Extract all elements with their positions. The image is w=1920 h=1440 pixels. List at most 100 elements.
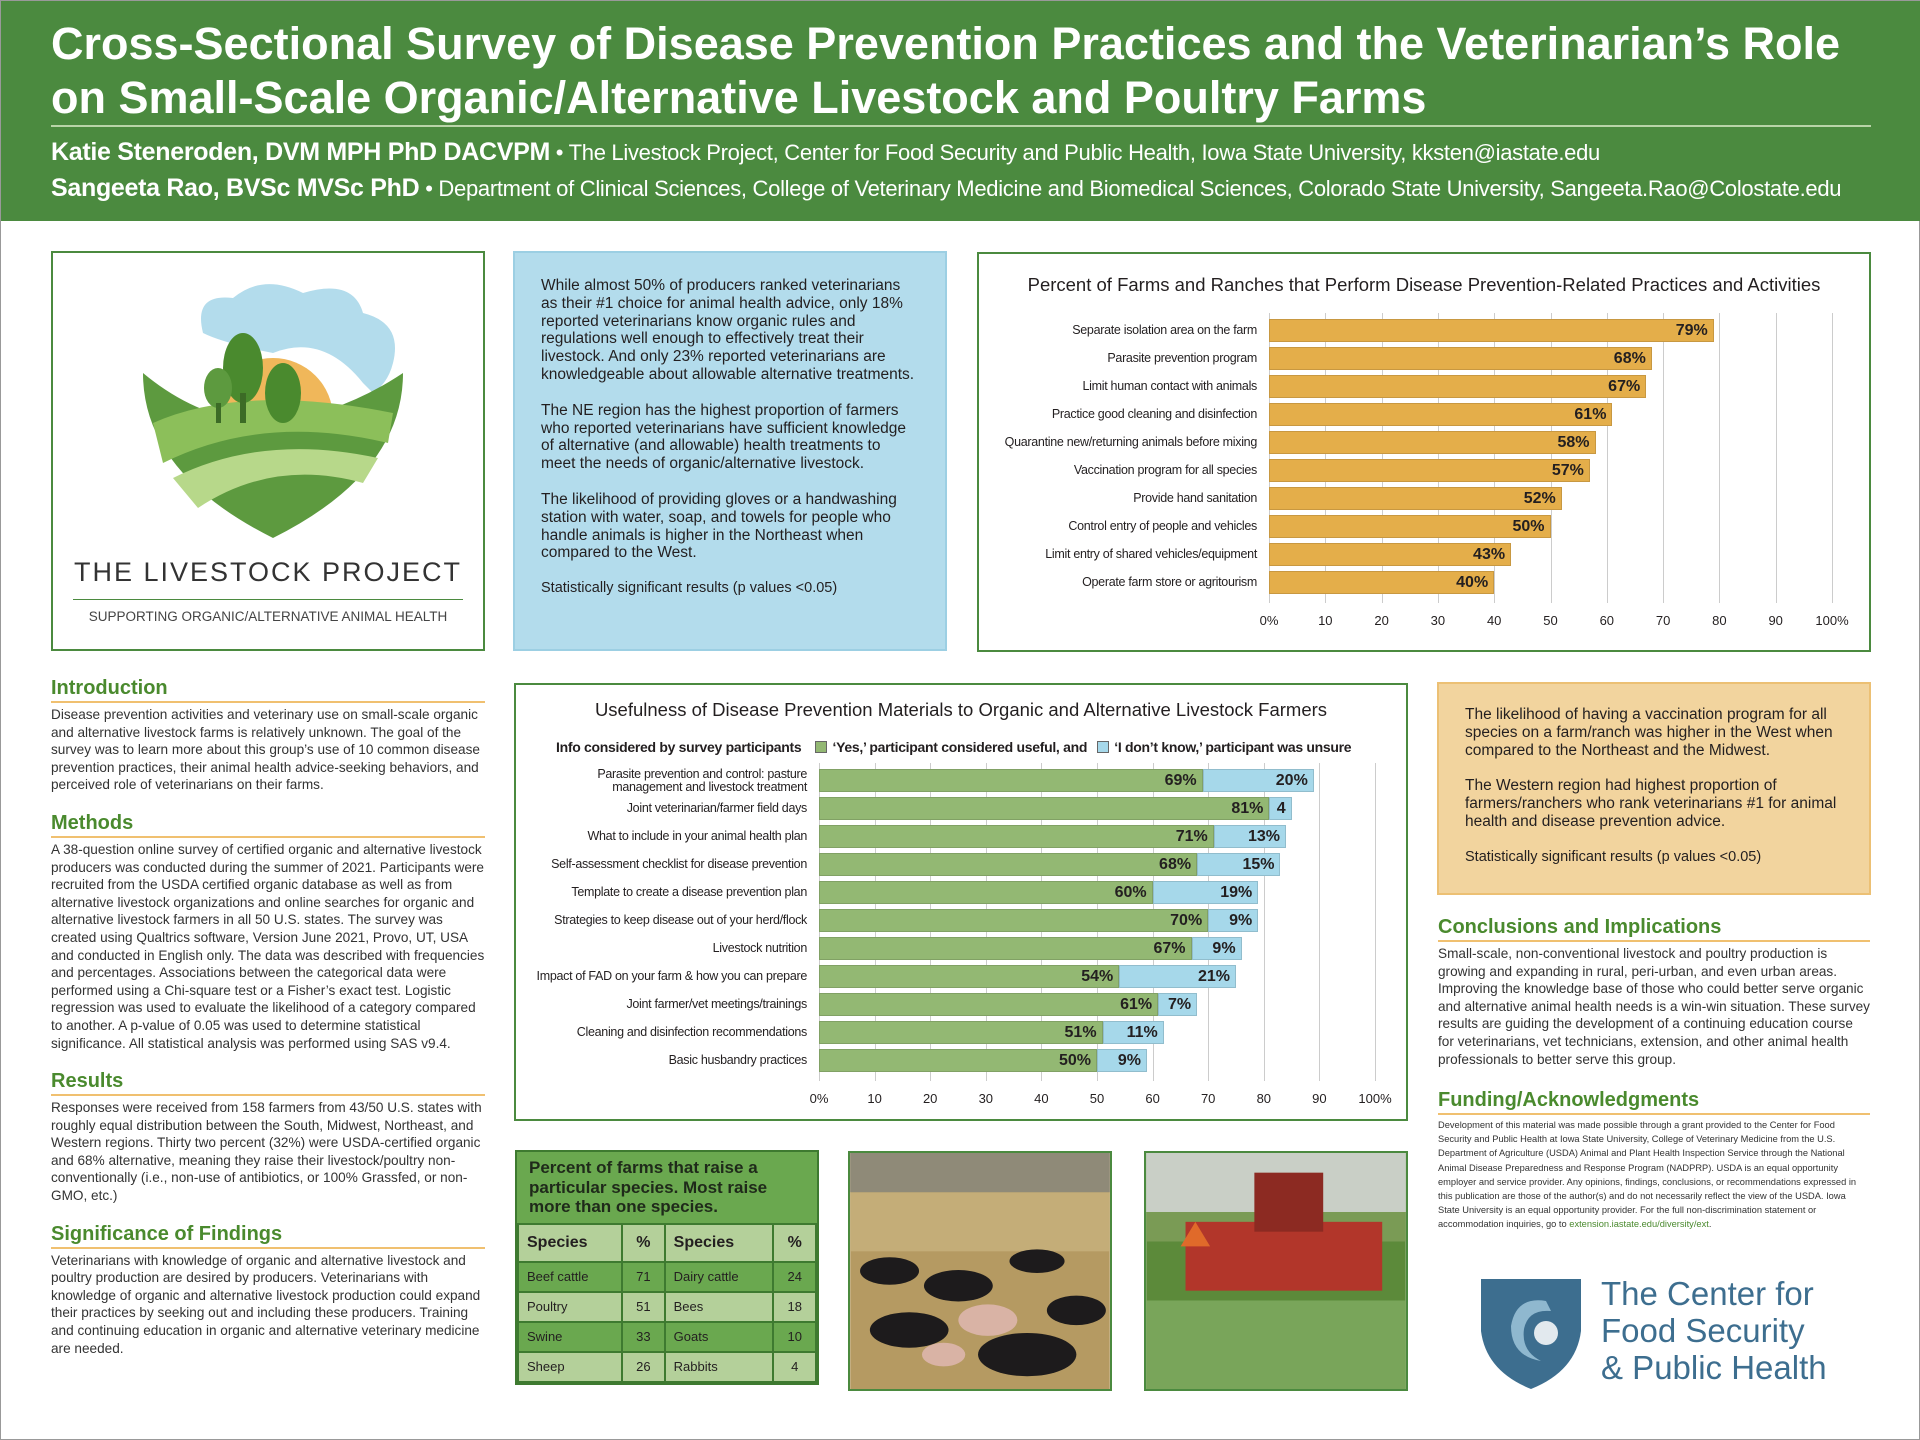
category-label: Separate isolation area on the farm (1072, 323, 1257, 337)
cfsph-logo-text: The Center for Food Security & Public He… (1601, 1275, 1827, 1386)
bar-value (1269, 487, 1562, 510)
bar-unsure (1119, 965, 1236, 988)
x-tick-label: 10 (867, 1091, 882, 1106)
percent-cell: 26 (621, 1350, 666, 1383)
bar-value (1269, 319, 1714, 342)
results-section: Results Responses were received from 158… (51, 1070, 485, 1205)
bar-value (1269, 403, 1613, 426)
callout-paragraph: While almost 50% of producers ranked vet… (541, 277, 915, 383)
conclusions-section: Conclusions and Implications Small-scale… (1438, 916, 1870, 1068)
table-row: Beef cattle 71 Dairy cattle 24 (516, 1260, 817, 1293)
category-label: Joint veterinarian/farmer field days (626, 801, 808, 815)
results-text: Responses were received from 158 farmers… (51, 1100, 482, 1204)
data-label: 68% (1613, 349, 1646, 367)
bar-value (819, 965, 1120, 988)
data-label: 70% (1170, 911, 1203, 929)
species-table: Percent of farms that raise a particular… (515, 1150, 819, 1385)
percent-cell: 24 (772, 1260, 817, 1293)
data-label: 4 (1276, 799, 1286, 817)
data-label: 57% (1551, 461, 1584, 479)
funding-text: Development of this material was made po… (1438, 1118, 1870, 1232)
table-row: Swine 33 Goats 10 (516, 1320, 817, 1353)
data-label: 67% (1608, 377, 1641, 395)
percent-cell: 10 (772, 1320, 817, 1353)
logo-tagline: SUPPORTING ORGANIC/ALTERNATIVE ANIMAL HE… (88, 609, 448, 624)
results-heading: Results (51, 1070, 485, 1097)
tractor-mower-photo (1144, 1151, 1408, 1391)
x-tick-label: 80 (1256, 1091, 1272, 1106)
data-label: 50% (1512, 517, 1545, 535)
legend-swatch-yes (814, 741, 827, 753)
data-label: 9% (1212, 939, 1236, 957)
x-tick-label: 10 (1318, 613, 1333, 628)
percent-cell: 51 (621, 1290, 666, 1323)
species-cell: Sheep (516, 1350, 624, 1383)
x-tick-label: 70 (1200, 1091, 1216, 1106)
significance-text: Veterinarians with knowledge of organic … (51, 1252, 481, 1356)
bar-unsure (1158, 993, 1198, 1016)
gridline (1719, 313, 1721, 603)
data-label: 40% (1456, 573, 1489, 591)
category-label: Basic husbandry practices (668, 1053, 808, 1067)
author-2: Sangeeta Rao, BVSc MVSc PhD • Department… (51, 174, 1841, 203)
species-cell: Beef cattle (516, 1260, 624, 1293)
bar-unsure (1269, 797, 1292, 820)
author-1-affiliation: • The Livestock Project, Center for Food… (555, 140, 1600, 165)
poster-header: Cross-Sectional Survey of Disease Preven… (1, 1, 1920, 221)
gridline (1550, 313, 1552, 603)
data-label: 68% (1159, 855, 1192, 873)
category-label: Parasite prevention program (1107, 351, 1257, 365)
callout-paragraph: The likelihood of providing gloves or a … (541, 490, 897, 562)
bar-value (1269, 347, 1652, 370)
percent-cell: 4 (772, 1350, 817, 1383)
data-label: 58% (1557, 433, 1590, 451)
diversity-link[interactable]: extension.iastate.edu/diversity/ext (1569, 1219, 1709, 1230)
bar-value (1269, 459, 1590, 482)
category-label: Template to create a disease prevention … (571, 885, 807, 899)
x-tick-label: 20 (1374, 613, 1389, 628)
chart-title: Percent of Farms and Ranches that Perfor… (1027, 274, 1821, 295)
percent-cell: 18 (772, 1290, 817, 1323)
gridline (1775, 313, 1777, 603)
funding-body: Development of this material was made po… (1438, 1120, 1857, 1230)
bar-value (819, 1049, 1097, 1072)
data-label: 69% (1164, 771, 1197, 789)
species-cell: Swine (516, 1320, 624, 1353)
x-tick-label: 50 (1543, 613, 1558, 628)
bar-value (819, 825, 1214, 848)
gridline (1375, 763, 1376, 1081)
x-tick-label: 30 (978, 1091, 994, 1106)
bar-value (1269, 375, 1647, 398)
author-2-affiliation: • Department of Clinical Sciences, Colle… (425, 176, 1842, 201)
category-label: What to include in your animal health pl… (587, 829, 808, 843)
data-label: 50% (1058, 1051, 1091, 1069)
category-label: Joint farmer/vet meetings/trainings (626, 997, 807, 1011)
introduction-section: Introduction Disease prevention activiti… (51, 677, 485, 794)
species-table-title: Percent of farms that raise a particular… (529, 1158, 768, 1216)
category-label: Self-assessment checklist for disease pr… (551, 857, 807, 871)
data-label: 19% (1220, 883, 1253, 901)
funding-section: Funding/Acknowledgments Development of t… (1438, 1089, 1870, 1232)
bar-value (819, 797, 1270, 820)
materials-usefulness-chart: Usefulness of Disease Prevention Materia… (514, 683, 1408, 1121)
logo-divider (73, 599, 463, 600)
category-label: Quarantine new/returning animals before … (1004, 435, 1258, 449)
species-cell: Rabbits (663, 1350, 775, 1383)
category-label: Parasite prevention and control: pasture… (597, 767, 807, 794)
category-label: Practice good cleaning and disinfection (1051, 407, 1257, 421)
cfsph-logo: The Center for Food Security & Public He… (1476, 1271, 1876, 1396)
x-tick-label: 60 (1599, 613, 1615, 628)
data-label: 13% (1247, 827, 1281, 845)
data-label: 71% (1175, 827, 1208, 845)
category-label: Operate farm store or agritourism (1082, 575, 1257, 589)
bar-value (819, 769, 1203, 792)
x-tick-label: 100% (1815, 613, 1849, 628)
percent-cell: 71 (621, 1260, 666, 1293)
author-1-name: Katie Steneroden, DVM MPH PhD DACVPM (51, 138, 550, 166)
legend-label-yes: ‘Yes,’ participant considered useful, an… (832, 739, 1088, 755)
gridline (1269, 313, 1270, 603)
gridline (1663, 313, 1665, 603)
data-label: 67% (1153, 939, 1186, 957)
key-findings-callout-orange: The likelihood of having a vaccination p… (1437, 682, 1871, 895)
significance-heading: Significance of Findings (51, 1223, 485, 1249)
